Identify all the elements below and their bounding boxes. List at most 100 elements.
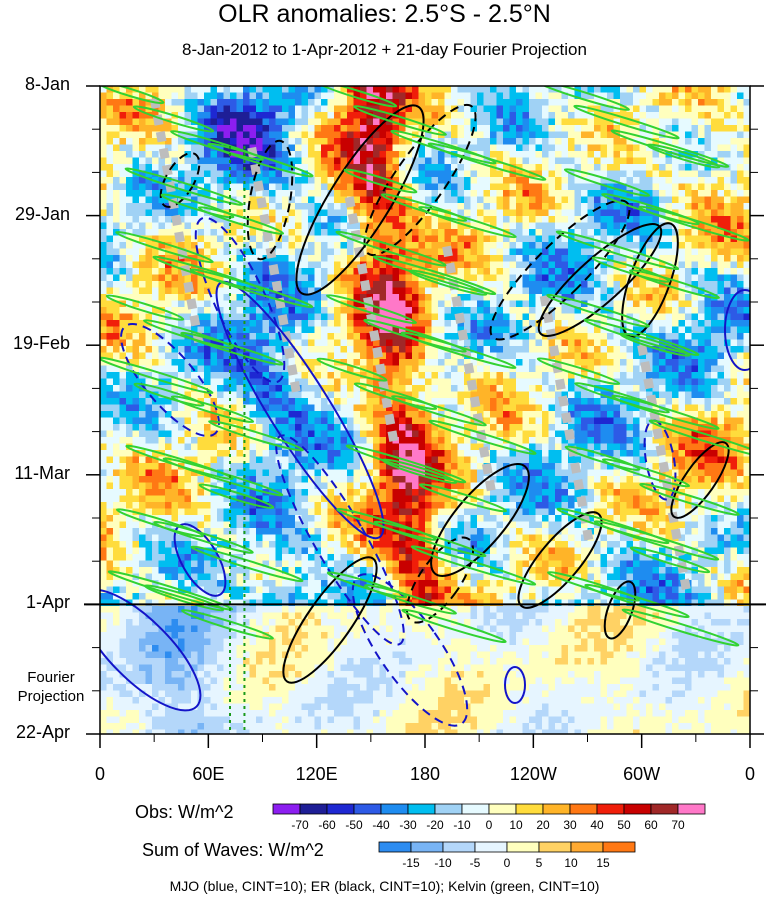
field-cell (113, 190, 121, 198)
field-cell (126, 151, 134, 159)
field-cell (678, 125, 686, 133)
field-cell (483, 248, 491, 256)
field-cell (464, 404, 472, 412)
field-cell (678, 359, 686, 367)
field-cell (503, 248, 511, 256)
field-cell (451, 183, 459, 191)
field-cell (652, 372, 660, 380)
field-cell (139, 339, 147, 347)
field-cell (295, 398, 303, 406)
field-cell (555, 118, 563, 126)
field-cell (542, 203, 550, 211)
field-cell (717, 242, 725, 250)
field-cell (691, 131, 699, 139)
field-cell (652, 268, 660, 276)
field-cell (600, 268, 608, 276)
field-cell (730, 242, 738, 250)
field-cell (269, 209, 277, 217)
field-cell (262, 170, 270, 178)
field-cell (529, 385, 537, 393)
field-cell (184, 222, 192, 230)
field-cell (379, 112, 387, 120)
field-cell (431, 378, 439, 386)
field-cell (659, 209, 667, 217)
field-cell (542, 404, 550, 412)
field-cell (386, 320, 394, 328)
field-cell (275, 372, 283, 380)
field-cell (236, 365, 244, 373)
field-cell (197, 164, 205, 172)
field-cell (691, 229, 699, 237)
field-cell (353, 287, 361, 295)
field-cell (334, 144, 342, 152)
field-cell (210, 287, 218, 295)
field-cell (444, 359, 452, 367)
field-cell (730, 320, 738, 328)
field-cell (399, 164, 407, 172)
field-cell (392, 86, 400, 94)
field-cell (535, 177, 543, 185)
field-cell (379, 229, 387, 237)
field-cell (152, 144, 160, 152)
field-cell (522, 92, 530, 100)
field-cell (535, 300, 543, 308)
field-cell (633, 222, 641, 230)
field-cell (529, 105, 537, 113)
field-cell (659, 138, 667, 146)
field-cell (360, 196, 368, 204)
field-cell (704, 105, 712, 113)
field-cell (392, 404, 400, 412)
field-cell (652, 196, 660, 204)
field-cell (353, 99, 361, 107)
field-cell (548, 92, 556, 100)
field-cell (308, 209, 316, 217)
field-cell (568, 118, 576, 126)
field-cell (256, 235, 264, 243)
field-cell (366, 404, 374, 412)
field-cell (256, 365, 264, 373)
field-cell (724, 216, 732, 224)
field-cell (379, 209, 387, 217)
field-cell (139, 294, 147, 302)
field-cell (672, 105, 680, 113)
field-cell (704, 326, 712, 334)
field-cell (730, 281, 738, 289)
field-cell (639, 196, 647, 204)
field-cell (379, 333, 387, 341)
field-cell (444, 157, 452, 165)
field-cell (464, 209, 472, 217)
field-cell (717, 170, 725, 178)
field-cell (600, 86, 608, 94)
field-cell (249, 125, 257, 133)
field-cell (308, 320, 316, 328)
field-cell (711, 261, 719, 269)
field-cell (711, 151, 719, 159)
field-cell (197, 281, 205, 289)
field-cell (646, 359, 654, 367)
field-cell (737, 398, 745, 406)
field-cell (178, 92, 186, 100)
field-cell (490, 209, 498, 217)
field-cell (243, 339, 251, 347)
field-cell (496, 105, 504, 113)
field-cell (392, 333, 400, 341)
field-cell (724, 86, 732, 94)
field-cell (496, 274, 504, 282)
field-cell (360, 125, 368, 133)
field-cell (204, 222, 212, 230)
field-cell (444, 372, 452, 380)
field-cell (470, 209, 478, 217)
field-cell (451, 307, 459, 315)
field-cell (464, 170, 472, 178)
field-cell (737, 333, 745, 341)
field-cell (412, 190, 420, 198)
field-cell (685, 274, 693, 282)
field-cell (379, 235, 387, 243)
field-cell (106, 112, 114, 120)
field-cell (581, 125, 589, 133)
field-cell (347, 359, 355, 367)
field-cell (418, 190, 426, 198)
field-cell (405, 112, 413, 120)
field-cell (464, 99, 472, 107)
field-cell (561, 157, 569, 165)
